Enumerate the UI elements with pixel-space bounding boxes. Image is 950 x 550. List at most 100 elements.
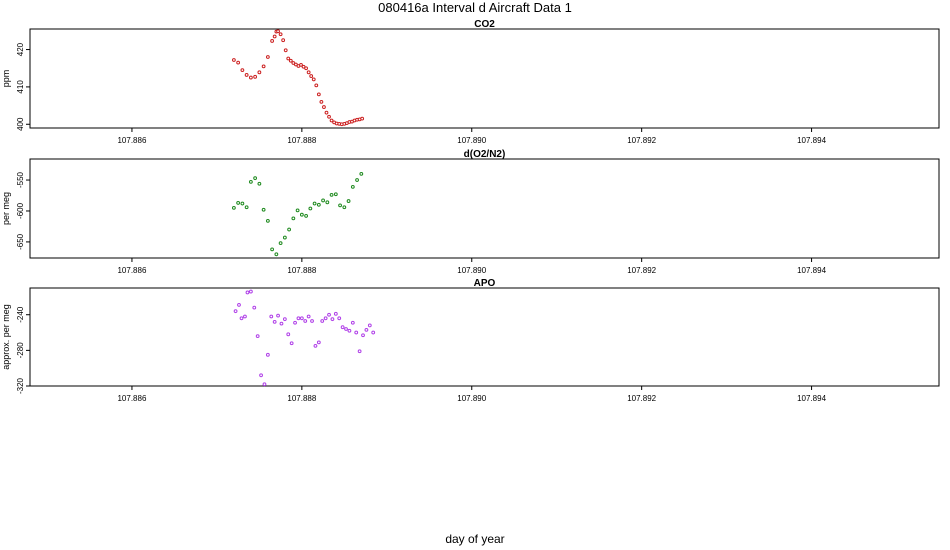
data-point [299,62,303,67]
data-point [259,373,263,378]
data-point [240,68,245,72]
x-tick-label: 107.894 [797,266,826,275]
x-tick-label: 107.892 [627,394,656,403]
data-point [361,333,365,338]
data-point [276,313,280,318]
data-point [287,227,292,232]
data-point [364,327,369,332]
data-point [231,58,236,62]
data-point [340,325,345,330]
data-point [316,202,321,207]
data-point [312,201,317,206]
y-tick-label: -240 [16,306,25,323]
x-tick-label: 107.890 [457,266,486,275]
data-point [231,205,236,210]
data-point [350,184,355,189]
data-point [344,327,348,331]
data-point [233,309,238,314]
x-tick-label: 107.890 [457,136,486,145]
data-point [278,32,283,37]
data-point [327,114,331,119]
panel-1: CO2 107.886 107.888 107.890 107.892 107.894 40… [1,19,940,145]
data-point [253,176,258,181]
data-point [278,241,283,246]
data-point [265,218,270,223]
data-point [309,74,314,78]
data-point [265,352,270,357]
y-axis-label: per meg [1,192,11,225]
y-tick-label: -650 [16,233,25,250]
data-point [329,192,334,197]
data-point [316,92,321,97]
x-tick-label: 107.894 [797,136,826,145]
data-point [272,319,277,324]
data-point [311,77,316,82]
data-point [262,382,267,387]
data-point [286,56,291,61]
data-point [320,319,325,323]
data-point [304,66,308,71]
x-tick-label: 107.892 [627,136,656,145]
data-point [327,312,331,317]
data-point [276,29,280,34]
data-point [283,48,288,53]
data-point [257,70,262,75]
y-tick-label: -550 [16,171,25,188]
data-point [360,116,365,121]
data-point [248,289,253,294]
data-point [313,344,318,348]
data-point [310,319,314,323]
data-point [286,332,291,337]
data-point [270,39,275,43]
y-tick-label: -600 [16,202,25,219]
data-point [346,199,351,203]
data-point [281,38,286,43]
data-point [248,75,253,80]
plot-frame [29,28,940,129]
data-point [240,201,245,206]
x-tick-label: 107.892 [627,266,656,275]
x-tick-label: 107.888 [287,136,316,145]
data-point [293,320,297,325]
data-point [269,314,274,319]
panel-title: CO2 [474,19,495,30]
x-tick-label: 107.886 [117,394,146,403]
y-tick-label: -320 [16,377,25,394]
data-point [338,203,342,208]
chart-panels: CO2 107.886 107.888 107.890 107.892 107.894 40… [1,19,940,403]
x-tick-label: 107.888 [287,394,316,403]
data-point [308,206,313,211]
data-point [316,340,321,345]
figure-title: 080416a Interval d Aircraft Data 1 [378,0,572,15]
y-tick-label: -280 [16,342,25,359]
data-point [319,99,324,104]
x-tick-label: 107.894 [797,394,826,403]
y-tick-label: 400 [16,117,25,131]
panel-title: APO [474,278,496,289]
data-point [257,181,262,186]
data-point [270,247,275,252]
data-point [371,330,376,335]
plot-frame [29,158,940,259]
data-point [333,192,338,197]
data-point [248,179,253,184]
data-point [253,74,258,79]
y-axis-label: approx. per meg [1,304,11,370]
data-point [236,60,241,65]
data-point [288,58,293,63]
x-axis-label: day of year [445,532,504,546]
data-point [342,205,347,210]
data-point [245,290,250,295]
data-point [367,323,372,328]
y-tick-label: 410 [16,80,25,94]
data-point [337,316,342,321]
data-point [330,317,335,322]
data-point [261,207,266,212]
data-point [324,110,329,115]
y-axis-label: ppm [1,70,11,88]
data-point [289,341,294,346]
data-point [304,214,308,218]
data-point [350,320,355,325]
data-point [299,316,304,321]
